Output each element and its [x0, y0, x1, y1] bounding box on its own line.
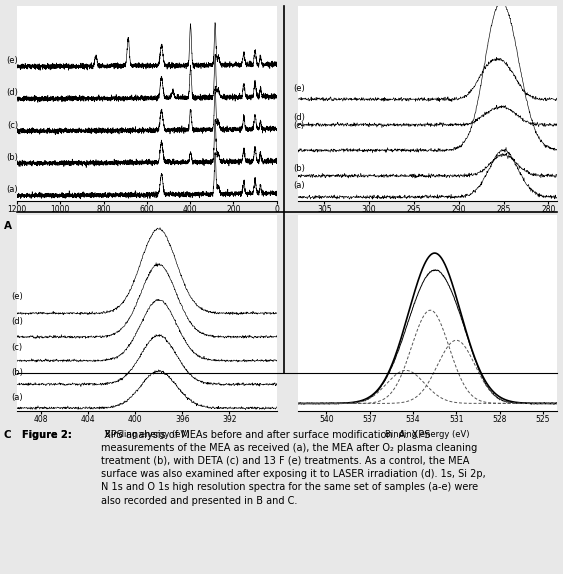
Text: C: C	[4, 430, 11, 440]
Text: (d): (d)	[293, 113, 305, 122]
Text: (b): (b)	[6, 153, 18, 162]
Text: (d): (d)	[11, 317, 23, 326]
Text: (e): (e)	[293, 84, 305, 93]
X-axis label: Binding energy (eV): Binding energy (eV)	[105, 220, 189, 229]
Text: (c): (c)	[293, 121, 304, 130]
Text: Figure 2:: Figure 2:	[23, 429, 72, 440]
Text: A: A	[4, 220, 12, 231]
Text: (e): (e)	[11, 292, 23, 301]
Text: (b): (b)	[11, 368, 23, 377]
X-axis label: Binding energy (eV): Binding energy (eV)	[385, 430, 470, 439]
Text: Figure 2:: Figure 2:	[23, 429, 72, 440]
Text: (c): (c)	[11, 343, 22, 351]
Text: (e): (e)	[6, 56, 18, 65]
Text: (b): (b)	[293, 164, 305, 173]
X-axis label: Binding energy (eV): Binding energy (eV)	[105, 430, 189, 439]
Text: (d): (d)	[6, 88, 18, 98]
Text: (a): (a)	[6, 185, 18, 194]
Text: (a): (a)	[293, 181, 305, 190]
X-axis label: Binding energy (eV): Binding energy (eV)	[385, 220, 470, 229]
Text: XPS analysis of MEAs before and after surface modification. A: XPS
measurements : XPS analysis of MEAs before and after su…	[101, 429, 485, 506]
Text: (c): (c)	[7, 121, 18, 130]
Text: (a): (a)	[11, 393, 23, 402]
